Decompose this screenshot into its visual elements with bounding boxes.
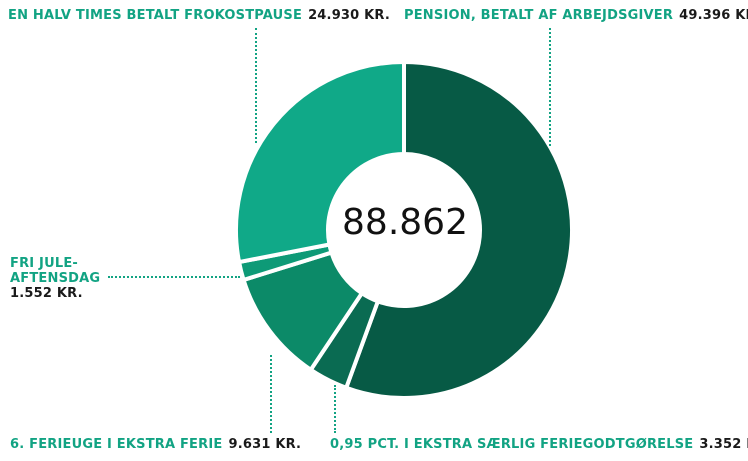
- label-lunch-break-name: EN HALV TIMES BETALT FROKOSTPAUSE: [8, 8, 303, 23]
- label-christmas-eve-line2: AFTENSDAG: [10, 271, 101, 286]
- leader-sixth-week: [270, 355, 272, 433]
- label-pension-value: 49.396 KR.: [679, 8, 748, 23]
- leader-christmas-eve: [108, 276, 240, 278]
- label-holiday-allowance-name: 0,95 PCT. I EKSTRA SÆRLIG FERIEGODTGØREL…: [330, 437, 694, 452]
- donut-slice-pension: [343, 59, 574, 400]
- label-sixth-week-value: 9.631 KR.: [228, 437, 302, 452]
- label-sixth-week: 6. FERIEUGE I EKSTRA FERIE 9.631 KR.: [10, 437, 301, 452]
- label-lunch-break: EN HALV TIMES BETALT FROKOSTPAUSE 24.930 …: [8, 8, 390, 23]
- label-christmas-eve: FRI JULE- AFTENSDAG 1.552 KR.: [10, 256, 100, 301]
- leader-holiday-allowance: [334, 385, 336, 433]
- label-holiday-allowance: 0,95 PCT. I EKSTRA SÆRLIG FERIEGODTGØREL…: [330, 437, 748, 452]
- leader-pension: [549, 28, 551, 146]
- center-total-label: 88.862: [342, 202, 468, 243]
- label-christmas-eve-value: 1.552 KR.: [10, 286, 83, 301]
- label-lunch-break-value: 24.930 KR.: [308, 8, 391, 23]
- leader-lunch-break: [255, 28, 257, 143]
- label-pension: PENSION, BETALT AF ARBEJDSGIVER 49.396 KR…: [404, 8, 748, 23]
- label-pension-name: PENSION, BETALT AF ARBEJDSGIVER: [404, 8, 674, 23]
- label-sixth-week-name: 6. FERIEUGE I EKSTRA FERIE: [10, 437, 223, 452]
- donut-slice-lunch-break: [234, 59, 406, 265]
- label-holiday-allowance-value: 3.352 KR.: [699, 437, 748, 452]
- label-christmas-eve-line1: FRI JULE-: [10, 256, 79, 271]
